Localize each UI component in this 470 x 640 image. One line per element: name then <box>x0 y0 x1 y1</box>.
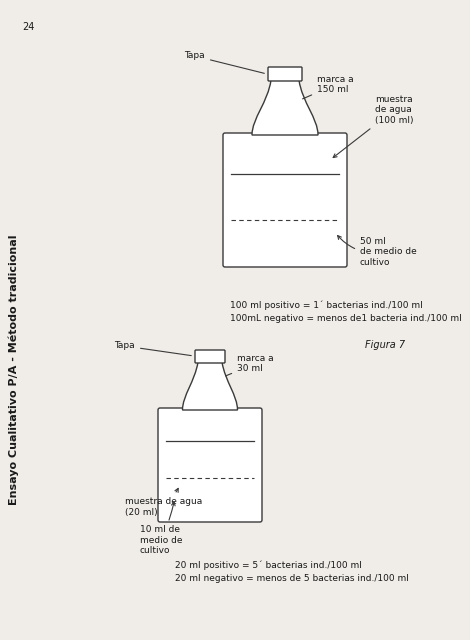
Text: 100 ml positivo = 1´ bacterias ind./100 ml: 100 ml positivo = 1´ bacterias ind./100 … <box>230 300 423 310</box>
Text: muestra
de agua
(100 ml): muestra de agua (100 ml) <box>333 95 414 157</box>
PathPatch shape <box>182 362 237 410</box>
Text: Figura 7: Figura 7 <box>365 340 405 350</box>
Text: 20 ml positivo = 5´ bacterias ind./100 ml: 20 ml positivo = 5´ bacterias ind./100 m… <box>175 560 362 570</box>
Text: Ensayo Cualitativo P/A - Método tradicional: Ensayo Cualitativo P/A - Método tradicio… <box>9 235 19 505</box>
Text: 100mL negativo = menos de1 bacteria ind./100 ml: 100mL negativo = menos de1 bacteria ind.… <box>230 314 462 323</box>
Text: marca a
30 ml: marca a 30 ml <box>226 354 274 376</box>
Text: 20 ml negativo = menos de 5 bacterias ind./100 ml: 20 ml negativo = menos de 5 bacterias in… <box>175 574 409 583</box>
Text: muestra de agua
(20 ml): muestra de agua (20 ml) <box>125 488 202 516</box>
FancyBboxPatch shape <box>268 67 302 81</box>
FancyBboxPatch shape <box>158 408 262 522</box>
Text: Tapa: Tapa <box>184 51 264 74</box>
Text: Tapa: Tapa <box>114 342 191 356</box>
PathPatch shape <box>252 80 318 135</box>
Text: 24: 24 <box>22 22 34 32</box>
Text: 50 ml
de medio de
cultivo: 50 ml de medio de cultivo <box>337 236 417 267</box>
FancyBboxPatch shape <box>195 350 225 363</box>
Text: marca a
150 ml: marca a 150 ml <box>303 75 353 99</box>
FancyBboxPatch shape <box>223 133 347 267</box>
Text: 10 ml de
medio de
cultivo: 10 ml de medio de cultivo <box>140 502 182 556</box>
